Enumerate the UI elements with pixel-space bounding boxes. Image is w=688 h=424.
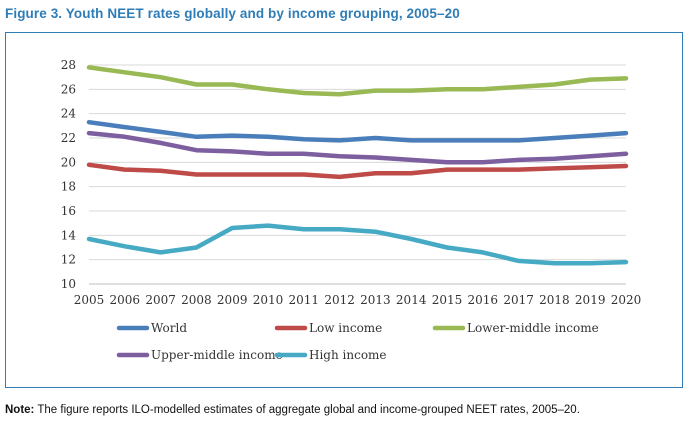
x-tick-label: 2011	[289, 293, 320, 307]
y-tick-label: 16	[61, 204, 76, 218]
line-chart: 10 12 14 16 18 20 22 24 26 28 2005 2006 2007 2008 2009…	[61, 58, 642, 362]
y-tick-label: 26	[61, 82, 76, 96]
note-label: Note:	[5, 404, 35, 416]
legend-label-world: World	[151, 321, 187, 335]
figure-title: Figure 3. Youth NEET rates globally and …	[5, 6, 460, 21]
x-tick-label: 2010	[253, 293, 284, 307]
x-tick-label: 2015	[432, 293, 463, 307]
x-tick-label: 2008	[181, 293, 212, 307]
figure-note: Note: The figure reports ILO-modelled es…	[5, 404, 580, 416]
chart-frame: 10 12 14 16 18 20 22 24 26 28 2005 2006 2007 2008 2009…	[5, 32, 683, 388]
y-tick-label: 24	[61, 107, 77, 121]
x-tick-label: 2007	[145, 293, 176, 307]
series-line-world	[86, 119, 629, 143]
x-tick-label: 2017	[503, 293, 534, 307]
x-tick-label: 2012	[324, 293, 355, 307]
y-tick-label: 20	[61, 155, 76, 169]
y-tick-label: 10	[61, 277, 76, 291]
legend-label-lower-middle-income: Lower-middle income	[467, 321, 599, 335]
x-tick-label: 2009	[217, 293, 248, 307]
legend-label-high-income: High income	[309, 348, 387, 362]
x-tick-label: 2018	[539, 293, 570, 307]
series-line-high-income	[86, 223, 629, 266]
x-tick-label: 2014	[396, 293, 427, 307]
legend-label-low-income: Low income	[309, 321, 382, 335]
x-tick-label: 2020	[611, 293, 642, 307]
note-text: The figure reports ILO-modelled estimate…	[34, 404, 580, 416]
y-tick-label: 22	[61, 131, 76, 145]
x-tick-label: 2005	[74, 293, 105, 307]
series-line-lower-middle-income	[86, 65, 629, 97]
x-tick-label: 2016	[468, 293, 499, 307]
series-line-low-income	[86, 162, 629, 180]
y-tick-label: 14	[61, 228, 77, 242]
x-tick-label: 2006	[110, 293, 141, 307]
legend-label-upper-middle-income: Upper-middle income	[151, 348, 283, 362]
x-tick-label: 2013	[360, 293, 391, 307]
y-tick-label: 12	[61, 253, 76, 267]
series-line-upper-middle-income	[86, 130, 629, 165]
y-tick-label: 18	[61, 180, 76, 194]
y-tick-label: 28	[61, 58, 76, 72]
x-tick-label: 2019	[575, 293, 606, 307]
